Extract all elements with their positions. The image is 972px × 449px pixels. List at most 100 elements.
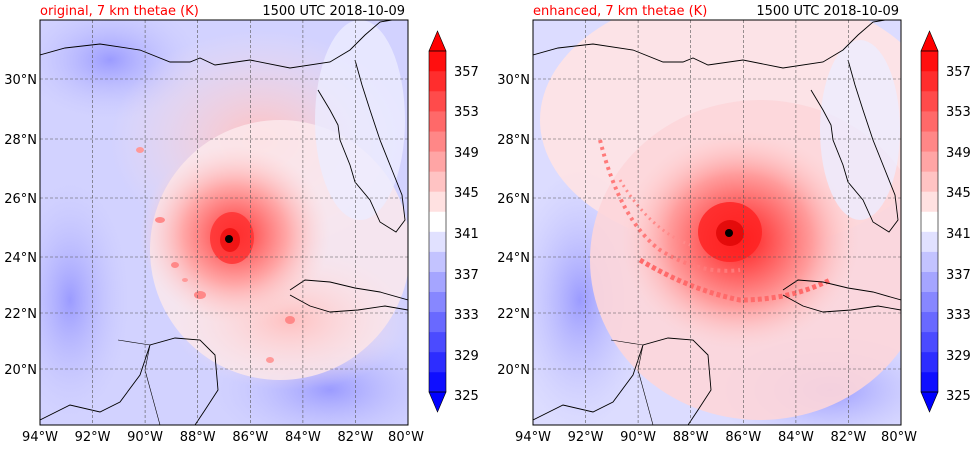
- colorbar-bands: [429, 51, 446, 393]
- colorbar-min-arrow: [428, 391, 447, 413]
- lon-tick-label: 82°W: [337, 430, 373, 445]
- colorbar-band: [429, 111, 446, 132]
- colorbar-band: [429, 231, 446, 252]
- colorbar-band: [429, 291, 446, 313]
- map-frame: [39, 19, 409, 426]
- panel-title-left: original, 7 km thetae (K): [40, 4, 199, 19]
- colorbar-outline: [428, 50, 447, 393]
- lon-tick-label: 92°W: [568, 430, 604, 445]
- colorbar-band: [921, 331, 938, 353]
- map-panel-enhanced: enhanced, 7 km thetae (K) 1500 UTC 2018-…: [497, 4, 971, 445]
- lat-tick-label: 20°N: [497, 363, 530, 378]
- map-frame: [532, 19, 902, 426]
- thetae-field: [40, 20, 408, 425]
- colorbar-band: [429, 51, 446, 72]
- lon-tick-label: 88°W: [673, 430, 709, 445]
- colorbar-min-arrow: [920, 391, 939, 413]
- colorbar-tick-label: 329: [946, 349, 971, 364]
- colorbar-band: [429, 71, 446, 92]
- colorbar-tick-label: 353: [454, 105, 479, 120]
- colorbar-tick-label: 325: [454, 389, 479, 404]
- colorbar-tick-label: 349: [946, 146, 971, 161]
- colorbar-tick-label: 349: [454, 146, 479, 161]
- colorbar-tick-label: 341: [454, 227, 479, 242]
- colorbar-band: [921, 171, 938, 192]
- colorbar-band: [921, 71, 938, 92]
- lat-tick-label: 24°N: [497, 251, 530, 266]
- colorbar-band: [921, 371, 938, 393]
- panel-title-right: 1500 UTC 2018-10-09: [262, 4, 405, 19]
- colorbar-band: [429, 331, 446, 353]
- coastlines: [533, 20, 901, 425]
- colorbar-band: [921, 231, 938, 252]
- lat-tick-label: 28°N: [4, 133, 37, 148]
- colorbar-band: [429, 151, 446, 172]
- panel-title-right: 1500 UTC 2018-10-09: [756, 4, 899, 19]
- colorbar-band: [921, 111, 938, 132]
- colorbar-band: [429, 251, 446, 272]
- colorbar-tick-label: 345: [454, 186, 479, 201]
- colorbar-band: [921, 291, 938, 313]
- gridlines: [40, 20, 408, 425]
- colorbar-enhanced: 325 329 333 337 341 345 349 353 357: [920, 30, 971, 413]
- map-panel-original: original, 7 km thetae (K) 1500 UTC 2018-…: [4, 4, 479, 445]
- colorbar-max-arrow: [920, 30, 939, 52]
- colorbar-band: [921, 251, 938, 272]
- colorbar-band: [429, 271, 446, 293]
- lat-tick-label: 22°N: [4, 307, 37, 322]
- lon-tick-label: 86°W: [232, 430, 268, 445]
- colorbar-band: [921, 51, 938, 72]
- lat-tick-label: 26°N: [4, 192, 37, 207]
- lon-tick-label: 92°W: [75, 430, 111, 445]
- colorbar-band: [429, 91, 446, 112]
- lat-tick-label: 24°N: [4, 251, 37, 266]
- lon-tick-label: 84°W: [285, 430, 321, 445]
- lon-tick-label: 80°W: [881, 430, 917, 445]
- lat-tick-label: 20°N: [4, 363, 37, 378]
- colorbar-tick-label: 357: [946, 65, 971, 80]
- lon-tick-label: 88°W: [180, 430, 216, 445]
- colorbar-bands: [921, 51, 938, 393]
- panel-title-left: enhanced, 7 km thetae (K): [533, 4, 707, 19]
- colorbar-tick-label: 333: [946, 308, 971, 323]
- colorbar-tick-label: 333: [454, 308, 479, 323]
- colorbar-tick-label: 325: [946, 389, 971, 404]
- colorbar-band: [429, 211, 446, 232]
- lon-tick-label: 84°W: [778, 430, 814, 445]
- colorbar-band: [921, 271, 938, 293]
- lon-tick-label: 90°W: [620, 430, 656, 445]
- lon-axis-labels: 94°W 92°W 90°W 88°W 86°W 84°W 82°W 80°W: [22, 430, 424, 445]
- colorbar-band: [429, 311, 446, 333]
- colorbar-band: [921, 151, 938, 172]
- lat-tick-label: 30°N: [497, 73, 530, 88]
- lon-tick-label: 86°W: [725, 430, 761, 445]
- coastlines: [40, 20, 408, 425]
- colorbar-tick-label: 357: [454, 65, 479, 80]
- colorbar-band: [921, 131, 938, 152]
- colorbar-band: [921, 91, 938, 112]
- lon-tick-label: 90°W: [127, 430, 163, 445]
- colorbar-tick-label: 329: [454, 349, 479, 364]
- colorbar-original: 325 329 333 337 341 345 349 353 357: [428, 30, 479, 413]
- storm-center-marker: [725, 229, 733, 237]
- lat-tick-label: 22°N: [497, 307, 530, 322]
- colorbar-band: [429, 171, 446, 192]
- colorbar-tick-label: 337: [454, 268, 479, 283]
- colorbar-band: [921, 311, 938, 333]
- colorbar-max-arrow: [428, 30, 447, 52]
- colorbar-band: [429, 371, 446, 393]
- thetae-field: [533, 20, 901, 425]
- lat-tick-label: 30°N: [4, 73, 37, 88]
- colorbar-band: [429, 351, 446, 373]
- colorbar-tick-label: 337: [946, 268, 971, 283]
- colorbar-band: [921, 351, 938, 373]
- gridlines: [533, 20, 901, 425]
- lon-axis-labels: 94°W 92°W 90°W 88°W 86°W 84°W 82°W 80°W: [515, 430, 917, 445]
- lat-axis-labels: 20°N 22°N 24°N 26°N 28°N 30°N: [4, 73, 37, 378]
- storm-center-marker: [225, 235, 233, 243]
- lon-tick-label: 82°W: [830, 430, 866, 445]
- colorbar-band: [429, 191, 446, 212]
- colorbar-tick-label: 341: [946, 227, 971, 242]
- colorbar-outline: [920, 50, 939, 393]
- lat-tick-label: 28°N: [497, 133, 530, 148]
